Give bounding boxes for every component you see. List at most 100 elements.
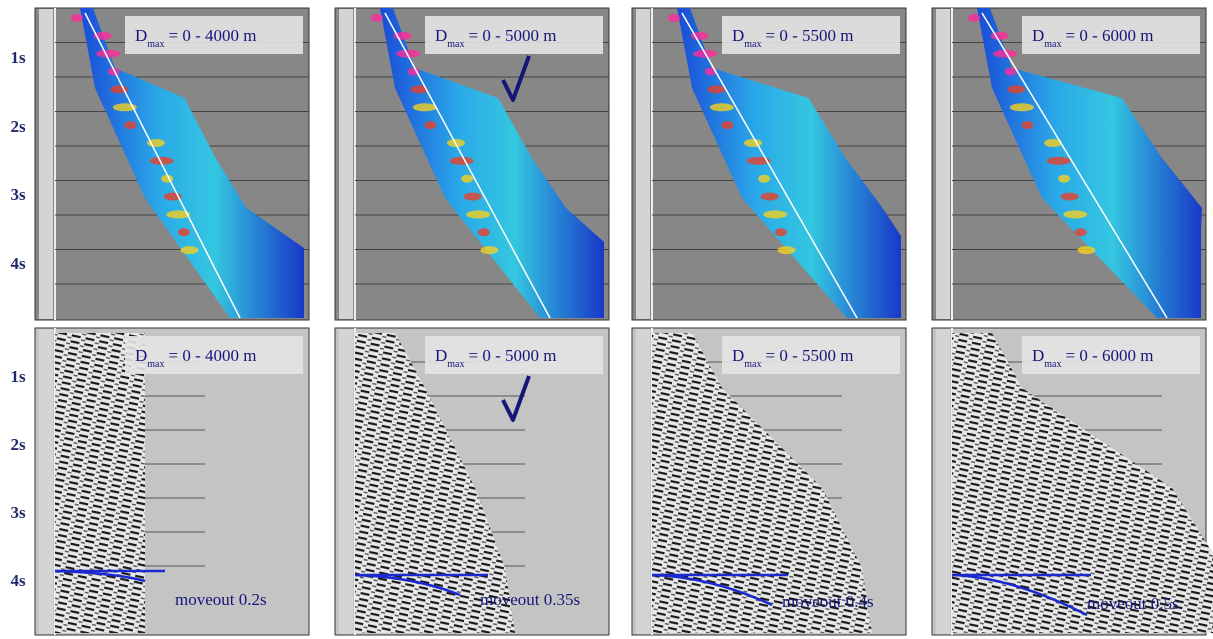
- dmax-symbol: D: [435, 346, 447, 365]
- dmax-symbol: D: [732, 346, 744, 365]
- semblance-peak: [463, 192, 482, 201]
- time-label: 2s: [10, 435, 26, 454]
- dmax-subscript: max: [447, 359, 464, 370]
- semblance-wedge: [80, 8, 304, 318]
- semblance-peak: [1044, 139, 1062, 147]
- semblance-peak: [461, 174, 474, 183]
- semblance-peak: [480, 246, 499, 255]
- label-box: [1022, 336, 1200, 374]
- semblance-peak: [709, 103, 734, 112]
- semblance-peak: [477, 228, 490, 237]
- semblance-wedge: [380, 8, 604, 318]
- semblance-peak: [412, 103, 437, 112]
- semblance-peak: [96, 49, 121, 58]
- semblance-peak: [760, 192, 779, 201]
- dmax-label: Dmax = 0 - 5500 m: [732, 346, 853, 370]
- label-box: [125, 336, 303, 374]
- panel-strip: [636, 329, 650, 634]
- moveout-label: moveout 0.2s: [175, 590, 267, 609]
- semblance-peak: [407, 67, 420, 76]
- dmax-subscript: max: [147, 359, 164, 370]
- semblance-peak: [990, 31, 1009, 40]
- semblance-peak: [777, 246, 796, 255]
- dmax-label: Dmax = 0 - 6000 m: [1032, 26, 1153, 50]
- semblance-peak: [1021, 121, 1034, 130]
- time-label: 4s: [10, 571, 26, 590]
- dmax-symbol: D: [732, 26, 744, 45]
- semblance-peak: [124, 121, 137, 130]
- semblance-peak: [1077, 246, 1096, 255]
- panel-strip: [39, 9, 53, 319]
- dmax-symbol: D: [435, 26, 447, 45]
- velocity-pick: [84, 12, 241, 319]
- time-label: 1s: [10, 48, 26, 67]
- semblance-peak: [774, 228, 787, 237]
- semblance-peak: [763, 210, 788, 219]
- gather-wedge: [652, 333, 872, 633]
- semblance-peak: [1074, 228, 1087, 237]
- dmax-symbol: D: [135, 26, 147, 45]
- semblance-peak: [424, 121, 437, 130]
- dmax-range: = 0 - 4000 m: [169, 26, 257, 45]
- panel-strip: [936, 9, 950, 319]
- gather-wedge: [952, 333, 1213, 633]
- dmax-range: = 0 - 6000 m: [1066, 346, 1154, 365]
- semblance-peak: [1063, 210, 1088, 219]
- dmax-label: Dmax = 0 - 5500 m: [732, 26, 853, 50]
- moveout-curve: [54, 569, 146, 583]
- panel: moveout 0.4s Dmax = 0 - 5500 m: [631, 327, 907, 636]
- semblance-peak: [707, 85, 726, 94]
- moveout-label: moveout 0.5s: [1087, 594, 1179, 613]
- dmax-range: = 0 - 5500 m: [766, 26, 854, 45]
- semblance-peak: [371, 14, 383, 22]
- moveout-curve: [354, 573, 461, 597]
- dmax-range: = 0 - 6000 m: [1066, 26, 1154, 45]
- gather-wedge: [355, 333, 515, 633]
- semblance-peak: [177, 228, 190, 237]
- semblance-peak: [466, 210, 491, 219]
- time-label: 3s: [10, 185, 26, 204]
- dmax-subscript: max: [744, 39, 761, 50]
- dmax-label: Dmax = 0 - 4000 m: [135, 346, 256, 370]
- semblance-peak: [668, 14, 680, 22]
- time-label: 2s: [10, 117, 26, 136]
- dmax-range: = 0 - 5000 m: [469, 346, 557, 365]
- semblance-peak: [166, 210, 191, 219]
- semblance-peak: [746, 156, 771, 165]
- semblance-peak: [107, 67, 120, 76]
- label-box: [722, 336, 900, 374]
- semblance-peak: [1058, 174, 1071, 183]
- dmax-symbol: D: [1032, 346, 1044, 365]
- dmax-label: Dmax = 0 - 4000 m: [135, 26, 256, 50]
- semblance-peak: [449, 156, 474, 165]
- selected-check: [501, 375, 531, 422]
- moveout-label: moveout 0.35s: [480, 590, 580, 609]
- panel: Dmax = 0 - 5000 m: [334, 7, 610, 321]
- dmax-subscript: max: [147, 39, 164, 50]
- time-label: 4s: [10, 254, 26, 273]
- moveout-curve: [951, 573, 1088, 617]
- semblance-peak: [690, 31, 709, 40]
- moveout-curve: [651, 573, 773, 607]
- semblance-wedge: [977, 8, 1202, 318]
- panel-strip: [39, 329, 53, 634]
- semblance-peak: [721, 121, 734, 130]
- panel: Dmax = 0 - 4000 m: [34, 7, 310, 321]
- time-label: 3s: [10, 503, 26, 522]
- moveout-label: moveout 0.4s: [782, 592, 874, 611]
- dmax-symbol: D: [1032, 26, 1044, 45]
- semblance-peak: [1046, 156, 1071, 165]
- dmax-range: = 0 - 4000 m: [169, 346, 257, 365]
- semblance-peak: [1060, 192, 1079, 201]
- label-box: [125, 16, 303, 54]
- semblance-peak: [1009, 103, 1034, 112]
- panel: moveout 0.2s Dmax = 0 - 4000 m: [34, 327, 310, 636]
- semblance-peak: [110, 85, 129, 94]
- panel: moveout 0.5s Dmax = 0 - 6000 m: [931, 327, 1213, 636]
- panel: moveout 0.35s Dmax = 0 - 5000 m: [334, 327, 610, 636]
- dmax-label: Dmax = 0 - 5000 m: [435, 346, 556, 370]
- semblance-peak: [1007, 85, 1026, 94]
- label-box: [722, 16, 900, 54]
- semblance-wedge: [677, 8, 901, 318]
